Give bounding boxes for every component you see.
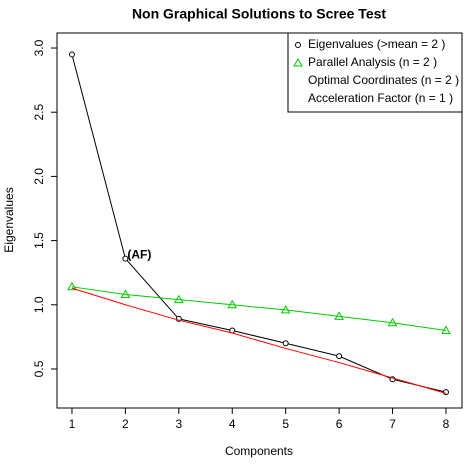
point [282,340,289,347]
y-tick-label: 1.0 [32,296,46,313]
point [336,353,343,360]
y-tick-label: 2.0 [32,168,46,185]
x-tick-label: 7 [389,417,396,431]
annotation: (AF) [127,248,151,262]
point [122,255,129,262]
legend-marker [293,57,303,67]
legend-label: Eigenvalues (>mean = 2 ) [308,37,445,51]
point [67,281,77,291]
x-axis-label: Components [225,444,293,458]
x-tick-label: 4 [229,417,236,431]
x-tick-label: 1 [69,417,76,431]
point [227,299,238,309]
x-tick-label: 8 [443,417,450,431]
point [334,311,344,320]
point [441,325,451,334]
point [387,317,398,327]
x-tick-label: 6 [336,417,343,431]
y-tick-label: 3.0 [32,39,46,56]
x-tick-label: 5 [282,417,289,431]
x-tick-label: 3 [175,417,182,431]
legend-box [287,32,463,113]
plot-frame [56,32,463,409]
point [173,294,184,304]
legend-marker [295,42,301,48]
series-line [71,286,447,331]
legend-label: Parallel Analysis (n = 2 ) [308,55,437,69]
point [120,289,131,299]
point [280,304,291,314]
y-tick-label: 0.5 [32,360,46,377]
x-tick-label: 2 [122,417,129,431]
y-tick-label: 1.5 [32,232,46,249]
series-line [71,287,447,394]
legend-label: Optimal Coordinates (n = 2 ) [308,73,459,87]
chart-title: Non Graphical Solutions to Scree Test [132,6,386,22]
point [442,389,449,396]
point [68,51,75,58]
y-axis-label: Eigenvalues [2,187,16,252]
y-tick-label: 2.5 [32,104,46,121]
legend-label: Acceleration Factor (n = 1 ) [308,91,453,105]
